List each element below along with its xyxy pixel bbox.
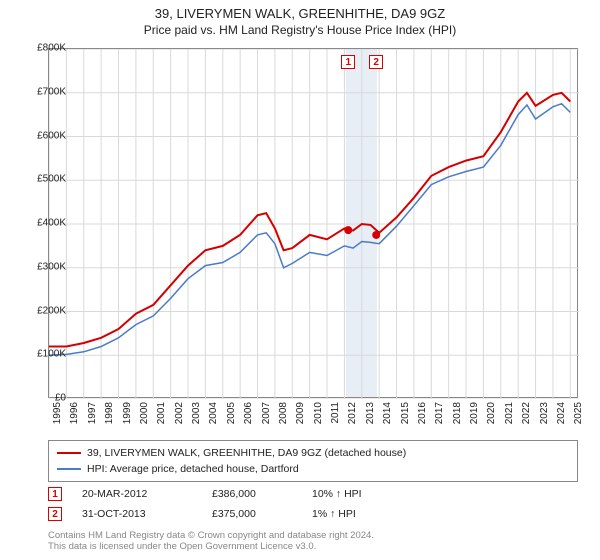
x-tick-label: 2013	[365, 402, 376, 424]
y-tick-label: £300K	[22, 261, 66, 272]
x-tick-label: 2011	[330, 402, 341, 424]
marker-badge: 1	[341, 55, 355, 69]
chart-svg	[49, 49, 579, 399]
x-tick-label: 2009	[295, 402, 306, 424]
plot-area: 12	[48, 48, 578, 398]
x-tick-label: 2005	[226, 402, 237, 424]
x-tick-label: 2018	[452, 402, 463, 424]
legend-label-property: 39, LIVERYMEN WALK, GREENHITHE, DA9 9GZ …	[87, 447, 406, 459]
legend: 39, LIVERYMEN WALK, GREENHITHE, DA9 9GZ …	[48, 440, 578, 482]
footer-line2: This data is licensed under the Open Gov…	[48, 541, 578, 552]
x-tick-label: 2007	[261, 402, 272, 424]
x-tick-label: 2012	[347, 402, 358, 424]
x-tick-label: 2008	[278, 402, 289, 424]
event-note-1: 10% ↑ HPI	[312, 488, 362, 500]
x-tick-label: 2017	[434, 402, 445, 424]
event-date-1: 20-MAR-2012	[82, 488, 212, 500]
x-tick-label: 2006	[243, 402, 254, 424]
x-tick-label: 1995	[52, 402, 63, 424]
x-tick-label: 2003	[191, 402, 202, 424]
event-badge-2: 2	[48, 507, 62, 521]
x-tick-label: 1997	[87, 402, 98, 424]
legend-label-hpi: HPI: Average price, detached house, Dart…	[87, 463, 299, 475]
event-note-2: 1% ↑ HPI	[312, 508, 356, 520]
y-tick-label: £400K	[22, 218, 66, 229]
event-date-2: 31-OCT-2013	[82, 508, 212, 520]
legend-swatch-hpi	[57, 468, 81, 470]
x-tick-label: 1999	[122, 402, 133, 424]
x-tick-label: 2021	[504, 402, 515, 424]
title-line1: 39, LIVERYMEN WALK, GREENHITHE, DA9 9GZ	[0, 6, 600, 21]
x-tick-label: 2002	[174, 402, 185, 424]
x-tick-label: 1998	[104, 402, 115, 424]
x-tick-label: 2000	[139, 402, 150, 424]
event-row-2: 2 31-OCT-2013 £375,000 1% ↑ HPI	[48, 504, 578, 524]
legend-swatch-property	[57, 452, 81, 454]
x-tick-label: 2014	[382, 402, 393, 424]
x-tick-label: 2019	[469, 402, 480, 424]
event-price-2: £375,000	[212, 508, 312, 520]
chart-container: 39, LIVERYMEN WALK, GREENHITHE, DA9 9GZ …	[0, 0, 600, 560]
x-tick-label: 2025	[573, 402, 584, 424]
x-tick-label: 1996	[69, 402, 80, 424]
x-tick-label: 2016	[417, 402, 428, 424]
y-tick-label: £600K	[22, 130, 66, 141]
x-tick-label: 2015	[400, 402, 411, 424]
x-tick-label: 2023	[539, 402, 550, 424]
x-tick-label: 2020	[486, 402, 497, 424]
footer: Contains HM Land Registry data © Crown c…	[48, 530, 578, 553]
event-price-1: £386,000	[212, 488, 312, 500]
title-line2: Price paid vs. HM Land Registry's House …	[0, 23, 600, 37]
event-row-1: 1 20-MAR-2012 £386,000 10% ↑ HPI	[48, 484, 578, 504]
title-block: 39, LIVERYMEN WALK, GREENHITHE, DA9 9GZ …	[0, 0, 600, 37]
x-tick-label: 2001	[156, 402, 167, 424]
y-tick-label: £100K	[22, 349, 66, 360]
event-badge-1: 1	[48, 487, 62, 501]
x-tick-label: 2024	[556, 402, 567, 424]
legend-row-hpi: HPI: Average price, detached house, Dart…	[57, 461, 569, 477]
legend-row-property: 39, LIVERYMEN WALK, GREENHITHE, DA9 9GZ …	[57, 445, 569, 461]
footer-line1: Contains HM Land Registry data © Crown c…	[48, 530, 578, 541]
y-tick-label: £500K	[22, 174, 66, 185]
x-tick-label: 2010	[313, 402, 324, 424]
y-tick-label: £800K	[22, 43, 66, 54]
y-tick-label: £700K	[22, 86, 66, 97]
x-tick-label: 2004	[208, 402, 219, 424]
y-tick-label: £200K	[22, 305, 66, 316]
events: 1 20-MAR-2012 £386,000 10% ↑ HPI 2 31-OC…	[48, 484, 578, 524]
x-tick-label: 2022	[521, 402, 532, 424]
marker-badge: 2	[369, 55, 383, 69]
